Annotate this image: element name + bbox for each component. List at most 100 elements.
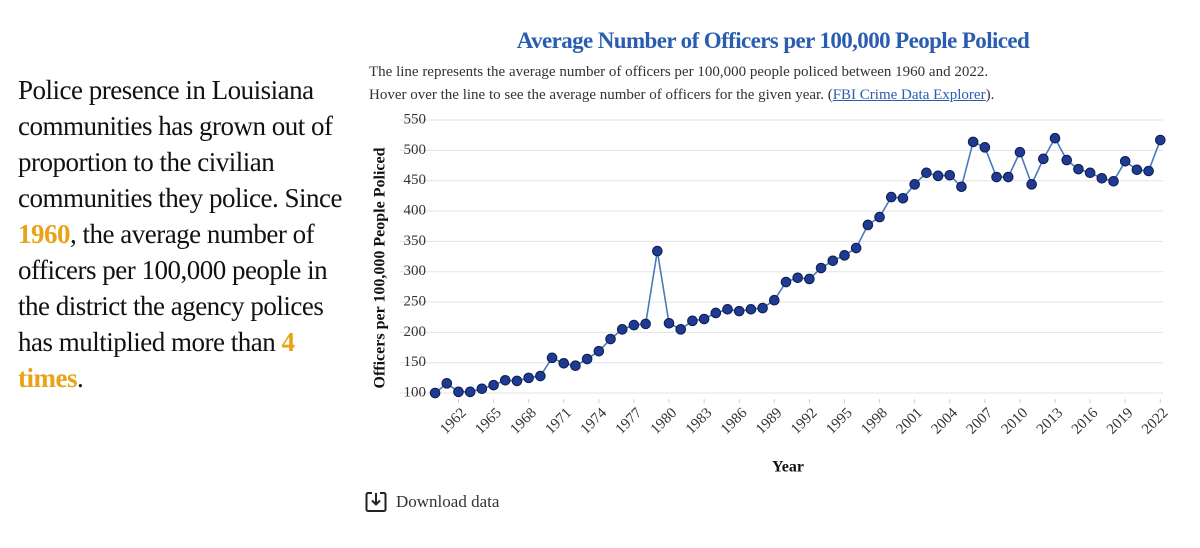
data-point — [687, 315, 698, 327]
download-button[interactable]: Download data — [364, 490, 499, 514]
data-point — [1084, 167, 1096, 179]
x-tick-label: 2019 — [1104, 405, 1137, 438]
story-highlight: 4 times — [18, 327, 295, 393]
data-point — [535, 370, 546, 382]
x-tick-label: 1962 — [437, 405, 470, 438]
data-point — [722, 304, 733, 315]
chart-subtitle: The line represents the average number o… — [369, 64, 989, 80]
data-point — [1096, 172, 1108, 184]
data-point — [593, 345, 605, 357]
x-tick-label: 1977 — [613, 405, 646, 438]
data-point — [839, 250, 850, 261]
line — [434, 136, 1162, 394]
data-point — [956, 181, 967, 193]
data-point — [441, 378, 453, 389]
data-point — [1038, 153, 1049, 165]
data-point — [464, 386, 476, 398]
x-tick-label: 2007 — [964, 405, 997, 438]
x-tick-label: 1998 — [858, 405, 891, 438]
data-point — [1014, 146, 1026, 158]
y-tick-label: 550 — [404, 111, 427, 127]
data-point — [476, 383, 488, 395]
story-part: , the average number of officers per 100… — [18, 219, 328, 357]
story-highlight: 1960 — [18, 219, 71, 249]
data-point — [909, 179, 920, 190]
data-point — [1026, 179, 1037, 190]
x-tick-label: 2013 — [1034, 405, 1067, 438]
data-point — [570, 360, 581, 372]
x-tick-label: 2010 — [999, 405, 1032, 438]
data-point — [499, 374, 511, 386]
data-point — [453, 386, 464, 398]
y-tick-label: 350 — [404, 233, 427, 249]
x-tick-label: 1971 — [542, 405, 575, 438]
x-tick-label: 1986 — [718, 405, 751, 438]
x-tick-label: 1995 — [823, 405, 856, 438]
story-text: Police presence in Louisiana communities… — [18, 72, 348, 396]
y-axis-label: Officers per 100,000 People Policed — [372, 147, 389, 388]
data-point — [652, 245, 663, 257]
data-point — [605, 333, 616, 345]
data-point — [663, 317, 675, 329]
x-tick-label: 2004 — [928, 405, 961, 438]
data-point — [628, 319, 640, 331]
story-part: . — [76, 363, 84, 393]
data-point — [558, 358, 570, 369]
data-point — [769, 294, 780, 306]
story-part: Police presence in Louisiana communities… — [18, 75, 342, 213]
data-point — [804, 273, 815, 285]
data-point — [488, 379, 499, 391]
data-point — [815, 262, 827, 274]
x-tick-label: 2022 — [1139, 405, 1172, 438]
data-point — [733, 305, 745, 317]
data-point — [780, 276, 792, 288]
y-tick-label: 450 — [404, 172, 427, 188]
data-point — [932, 170, 944, 182]
data-point — [827, 255, 839, 267]
data-point — [511, 375, 523, 387]
data-point — [1073, 163, 1084, 175]
data-point — [874, 211, 885, 223]
data-point — [757, 302, 768, 314]
data-point — [921, 167, 932, 179]
x-tick-label: 1980 — [648, 405, 681, 438]
x-axis-label: Year — [772, 459, 804, 476]
data-point — [1049, 132, 1061, 144]
data-point — [523, 372, 534, 384]
data-point — [1108, 176, 1119, 187]
x-tick-label: 1989 — [753, 405, 786, 438]
x-tick-label: 1965 — [472, 405, 505, 438]
data-point — [616, 324, 628, 335]
y-tick-label: 500 — [404, 142, 427, 158]
data-point — [944, 169, 956, 181]
chart-subtitle: Hover over the line to see the average n… — [369, 87, 994, 104]
data-point — [885, 191, 897, 203]
x-tick-label: 1992 — [788, 405, 821, 438]
data-point — [745, 304, 757, 315]
y-tick-label: 200 — [404, 324, 427, 340]
source-link[interactable]: FBI Crime Data Explorer — [832, 87, 986, 103]
subtitle-text: ). — [985, 87, 995, 103]
data-point — [792, 272, 803, 284]
data-point — [710, 307, 722, 319]
y-tick-label: 150 — [404, 354, 427, 370]
data-point — [698, 313, 710, 325]
data-point — [862, 219, 874, 231]
data-point — [979, 142, 991, 153]
data-point — [546, 352, 558, 364]
download-label: Download data — [396, 492, 500, 511]
data-point — [1119, 155, 1131, 167]
data-point — [1002, 171, 1014, 183]
y-tick-label: 100 — [404, 384, 427, 400]
x-tick-label: 2001 — [893, 405, 926, 438]
subtitle-text: Hover over the line to see the average n… — [369, 87, 833, 103]
data-point — [991, 171, 1002, 183]
y-tick-label: 250 — [404, 293, 427, 309]
data-point — [429, 387, 441, 399]
data-point — [1155, 134, 1166, 146]
x-tick-label: 1968 — [507, 405, 540, 438]
data-point — [640, 318, 651, 330]
data-point — [1131, 164, 1143, 176]
data-point — [1143, 165, 1154, 177]
